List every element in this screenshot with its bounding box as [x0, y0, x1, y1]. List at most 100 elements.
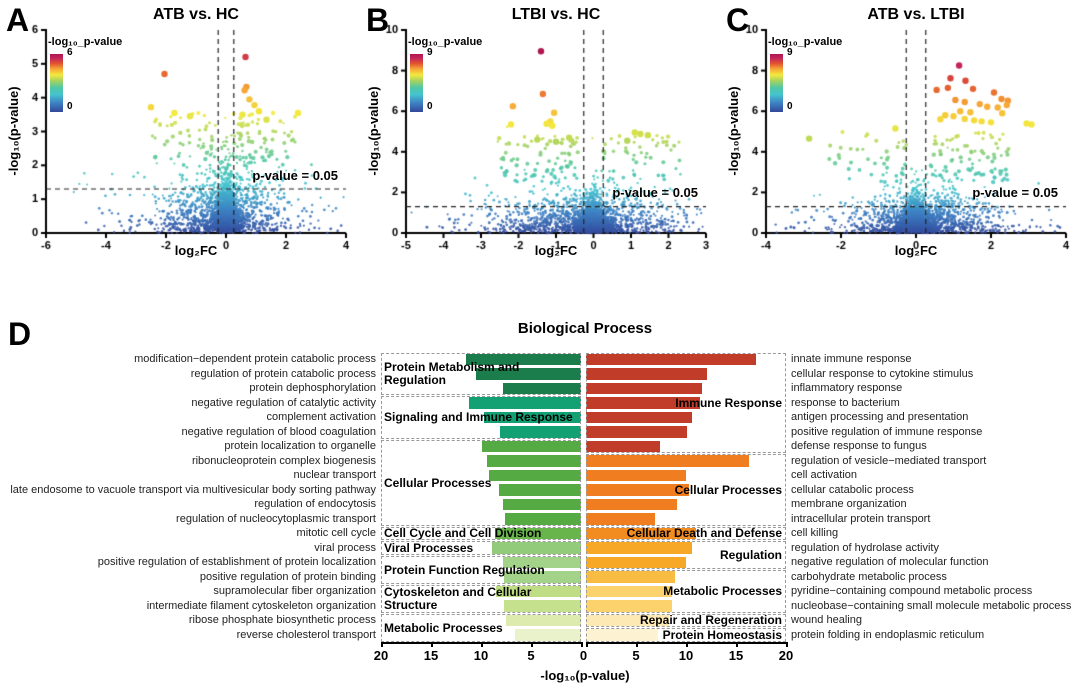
- colorbar-gradient: [410, 54, 423, 112]
- go-term-label: negative regulation of blood coagulation: [181, 425, 376, 438]
- bar-chart-right: Immune Response Cellular Processes Cellula…: [586, 352, 786, 644]
- axis-tick: [736, 642, 738, 647]
- y-axis-label: -log₁₀(p-value): [726, 86, 741, 176]
- x-axis-label: log₂FC: [174, 243, 218, 258]
- bar-left: [489, 469, 581, 481]
- colorbar-max-value: 9: [787, 47, 793, 58]
- axis-tick: [586, 642, 588, 647]
- bar-right: [586, 440, 660, 452]
- colorbar-min-value: 0: [67, 101, 73, 112]
- category-group-label: Immune Response: [675, 395, 782, 410]
- bar-right: [586, 614, 669, 626]
- category-group-box: [381, 352, 581, 395]
- category-group-label: Metabolic Processes: [384, 620, 503, 635]
- category-group-box: [381, 526, 581, 540]
- bar-left: [504, 571, 581, 583]
- axis-tick: [431, 642, 433, 647]
- category-group-box: [586, 526, 786, 540]
- bar-left: [469, 397, 581, 409]
- pvalue-threshold-annotation: p-value = 0.05: [612, 185, 698, 200]
- volcano-scatter-canvas: [0, 0, 360, 292]
- category-group-box: [586, 454, 786, 526]
- pvalue-threshold-annotation: p-value = 0.05: [972, 185, 1058, 200]
- bar-left: [484, 411, 581, 423]
- go-term-label: negative regulation of molecular functio…: [791, 556, 989, 568]
- axis-tick-label: 20: [373, 648, 389, 663]
- category-group-box: [586, 541, 786, 569]
- category-group-label: Viral Processes: [384, 540, 474, 555]
- category-group-label: Cellular Death and Defense: [626, 526, 782, 541]
- bar-right: [586, 498, 677, 510]
- category-group-label: Metabolic Processes: [663, 584, 782, 599]
- bar-right: [586, 368, 707, 380]
- category-group-box: [381, 584, 581, 613]
- category-group-label: Cellular Processes: [674, 482, 782, 497]
- go-term-label: regulation of endocytosis: [254, 498, 376, 510]
- category-group-label: Protein Homeostasis: [662, 627, 782, 642]
- axis-tick-label: 15: [728, 648, 744, 663]
- colorbar-max-value: 6: [67, 47, 73, 58]
- panel-letter-c: C: [726, 2, 750, 38]
- go-term-label: protein folding in endoplasmic reticulum: [791, 628, 985, 641]
- category-group-label: Signaling and Immune Response: [384, 410, 573, 425]
- bar-right: [586, 382, 702, 394]
- go-term-label: cell activation: [791, 469, 858, 481]
- go-term-label: regulation of hydrolase activity: [791, 541, 939, 554]
- category-group-label: Cell Cycle and Cell Division: [384, 526, 542, 541]
- category-group-label: Cytoskeleton and Cellular Structure: [384, 584, 532, 612]
- axis-tick-label: 10: [473, 648, 489, 663]
- go-term-label: protein dephosphorylation: [249, 382, 376, 394]
- category-group-label: Protein Function Regulation: [384, 562, 545, 577]
- go-term-label: regulation of protein catabolic process: [190, 367, 376, 380]
- bar-right: [586, 397, 700, 409]
- axis-tick: [786, 642, 788, 647]
- go-term-label: modification−dependent protein catabolic…: [134, 353, 376, 365]
- axis-tick-label: 10: [678, 648, 694, 663]
- bar-right: [586, 527, 696, 539]
- volcano-panel-atb-vs-hc: A ATB vs. HC -log₁₀(p-value) log₂FC -log…: [0, 0, 360, 292]
- go-term-label: nuclear transport: [293, 469, 376, 481]
- axis-tick: [686, 642, 688, 647]
- go-term-label: complement activation: [266, 411, 376, 423]
- colorbar-label: -log₁₀_p-value: [768, 36, 843, 48]
- bar-right: [586, 513, 655, 525]
- bar-right: [586, 542, 692, 554]
- bar-right: [586, 411, 692, 423]
- go-term-label: response to bacterium: [791, 396, 900, 409]
- x-axis-label: log₂FC: [894, 243, 938, 258]
- category-group-box: [586, 352, 786, 453]
- go-term-label: regulation of vesicle−mediated transport: [791, 454, 987, 467]
- bar-right: [586, 426, 687, 438]
- axis-tick: [481, 642, 483, 647]
- bar-right: [586, 469, 686, 481]
- go-term-label: negative regulation of catalytic activit…: [191, 396, 376, 409]
- axis-tick: [531, 642, 533, 647]
- colorbar-max-value: 9: [427, 47, 433, 58]
- go-term-labels-right: innate immune response cellular response …: [791, 352, 1076, 642]
- axis-tick-label: 5: [527, 648, 535, 663]
- category-group-box: [381, 439, 581, 526]
- go-term-label: nucleobase−containing small molecule met…: [791, 599, 1072, 612]
- go-term-label: intermediate filament cytoskeleton organ…: [146, 599, 376, 612]
- volcano-panel-ltbi-vs-hc: B LTBI vs. HC -log₁₀(p-value) log₂FC -lo…: [360, 0, 720, 292]
- bar-left: [499, 484, 581, 496]
- go-term-label: protein localization to organelle: [224, 440, 376, 452]
- axis-tick-label: 5: [632, 648, 640, 663]
- axis-tick-label-zero: 0: [579, 648, 588, 663]
- go-term-label: membrane organization: [791, 498, 907, 510]
- colorbar-label: -log₁₀_p-value: [48, 36, 123, 48]
- go-term-label: carbohydrate metabolic process: [791, 570, 947, 583]
- go-term-label: reverse cholesterol transport: [236, 628, 376, 641]
- bar-right: [586, 629, 658, 641]
- colorbar-gradient: [50, 54, 63, 112]
- bar-left: [503, 498, 581, 510]
- bar-left: [496, 585, 581, 597]
- bar-right: [586, 556, 686, 568]
- axis-tick: [636, 642, 638, 647]
- volcano-panel-atb-vs-ltbi: C ATB vs. LTBI -log₁₀(p-value) log₂FC -l…: [720, 0, 1080, 292]
- go-term-label: cellular response to cytokine stimulus: [791, 367, 974, 380]
- bar-left: [476, 368, 581, 380]
- go-term-label: antigen processing and presentation: [791, 411, 969, 423]
- go-term-label: innate immune response: [791, 353, 912, 365]
- category-group-label: Repair and Regeneration: [639, 613, 782, 628]
